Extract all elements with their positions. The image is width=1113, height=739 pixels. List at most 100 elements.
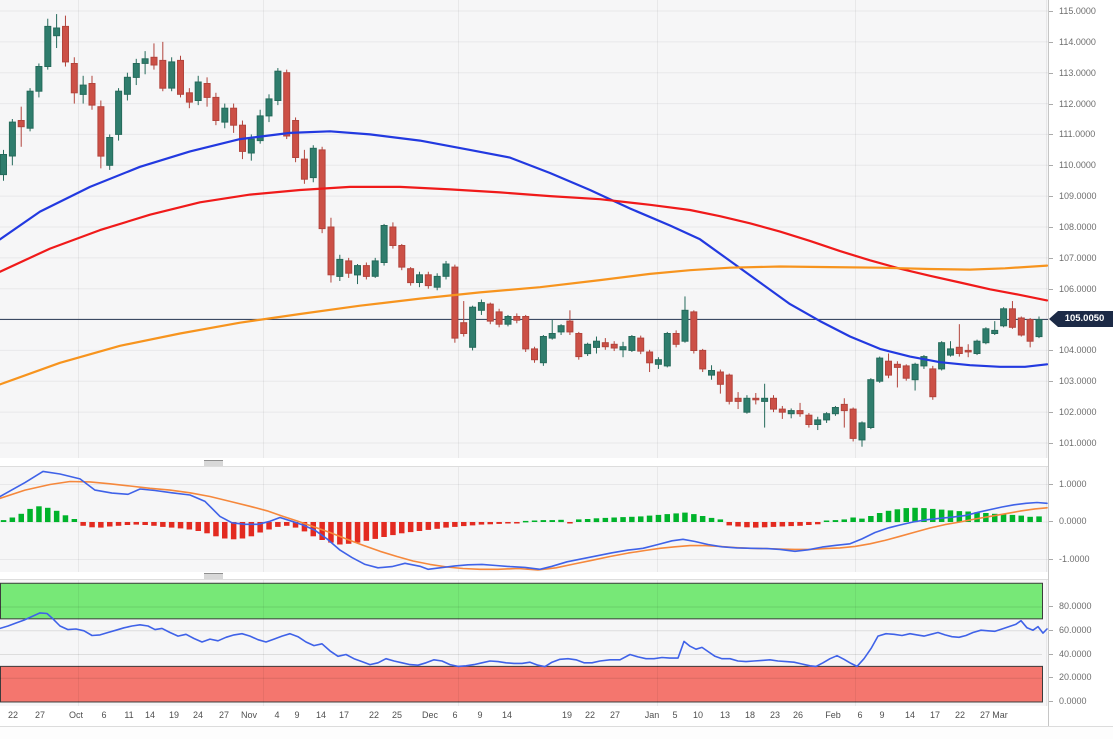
macd-histogram-bar (912, 507, 918, 523)
candle (823, 413, 831, 421)
date-label: 23 (769, 710, 781, 720)
macd-histogram-bar (487, 522, 493, 525)
axis-tick-mark (1049, 677, 1053, 679)
candle (849, 408, 857, 439)
date-label: 6 (857, 710, 863, 720)
macd-histogram-bar (753, 522, 759, 528)
macd-histogram-bar (682, 512, 688, 522)
candle (920, 356, 928, 367)
candle (663, 333, 671, 367)
candle (477, 302, 485, 311)
macd-panel[interactable] (0, 466, 1048, 572)
macd-histogram-bar (452, 522, 458, 527)
candle (159, 59, 167, 89)
macd-histogram-bar (266, 522, 272, 530)
candle (416, 274, 423, 283)
date-label: 9 (477, 710, 483, 720)
candle (424, 274, 432, 287)
macd-histogram-bar (868, 516, 874, 522)
date-label: 27 (34, 710, 46, 720)
candle (654, 359, 662, 365)
time-axis[interactable]: 22 27 Oct 6 11 14 19 24 27 Nov 4 9 14 17 22 25 Dec 6 9 14 19… (0, 706, 1048, 726)
candle (17, 120, 25, 128)
candle (70, 63, 78, 94)
candle (44, 25, 52, 67)
date-label: 26 (792, 710, 804, 720)
overbought-zone (0, 582, 1043, 620)
macd-histogram-bar (9, 517, 16, 522)
candle (708, 370, 715, 376)
candle (97, 106, 105, 157)
axis-tick-label: 111.0000 (1059, 129, 1096, 140)
macd-histogram-bar (797, 522, 803, 526)
date-label: 13 (719, 710, 731, 720)
candle (354, 265, 361, 276)
macd-histogram-bar (461, 522, 467, 527)
date-label: 25 (391, 710, 403, 720)
candle (584, 343, 592, 355)
macd-histogram-bar (567, 522, 573, 524)
candle (62, 25, 69, 63)
macd-histogram-bar (177, 522, 184, 529)
macd-histogram-bar (885, 510, 892, 523)
macd-histogram-bar (1009, 514, 1016, 522)
candle (1017, 317, 1025, 336)
candle (274, 70, 282, 101)
candle (433, 275, 441, 288)
candle (725, 374, 733, 402)
rsi-panel[interactable] (0, 579, 1048, 708)
macd-histogram-bar (815, 522, 821, 525)
axis-tick-label: 115.0000 (1059, 6, 1096, 16)
candle (1035, 319, 1043, 338)
axis-tick-mark (1049, 381, 1053, 383)
macd-histogram-bar (806, 522, 812, 525)
axis-tick-mark (1049, 11, 1053, 12)
candle (778, 408, 786, 413)
date-label: 14 (904, 710, 916, 720)
macd-histogram-bar (992, 513, 998, 523)
horizontal-scrollbar[interactable] (0, 726, 1113, 739)
macd-histogram-bar (646, 515, 653, 522)
date-label: 11 (124, 710, 134, 720)
axis-tick-label: 20.0000 (1059, 672, 1092, 683)
candle (885, 360, 892, 376)
rsi-panel-canvas (0, 580, 1048, 707)
axis-tick-mark (1049, 483, 1053, 485)
date-label: 27 (218, 710, 230, 720)
candle (831, 407, 839, 415)
date-label: 5 (672, 710, 678, 720)
macd-histogram-bar (620, 517, 626, 522)
candle (327, 226, 335, 276)
macd-histogram-bar (947, 510, 954, 522)
price-panel[interactable] (0, 0, 1048, 458)
date-label: 17 (929, 710, 941, 720)
axis-tick-label: 107.0000 (1059, 252, 1097, 263)
candle (539, 336, 547, 364)
candle (601, 342, 609, 348)
date-label: 24 (192, 710, 204, 720)
macd-histogram-bar (691, 514, 697, 522)
macd-histogram-bar (549, 520, 555, 522)
macd-histogram-bar (522, 520, 529, 523)
candle (362, 265, 370, 277)
price-axis[interactable]: 105.0050 115.0000 114.0000 113.0000 112.000… (1048, 0, 1113, 726)
macd-histogram-bar (292, 522, 299, 528)
macd-histogram-bar (151, 522, 157, 526)
macd-histogram-bar (230, 522, 237, 540)
candle (610, 343, 618, 349)
date-label: Jan (644, 710, 660, 720)
candle (566, 320, 574, 333)
axis-tick-mark (1049, 257, 1053, 259)
axis-tick-mark (1049, 701, 1053, 702)
macd-histogram-bar (876, 513, 883, 522)
date-label: Nov (240, 710, 258, 720)
macd-histogram-bar (363, 522, 370, 541)
axis-tick-label: 101.0000 (1059, 437, 1097, 448)
candle (115, 90, 123, 135)
macd-histogram-bar (584, 519, 591, 522)
date-label: 22 (7, 710, 19, 720)
candle (247, 138, 255, 154)
candle (88, 83, 96, 106)
axis-tick-mark (1049, 196, 1053, 198)
macd-histogram-bar (89, 522, 95, 528)
